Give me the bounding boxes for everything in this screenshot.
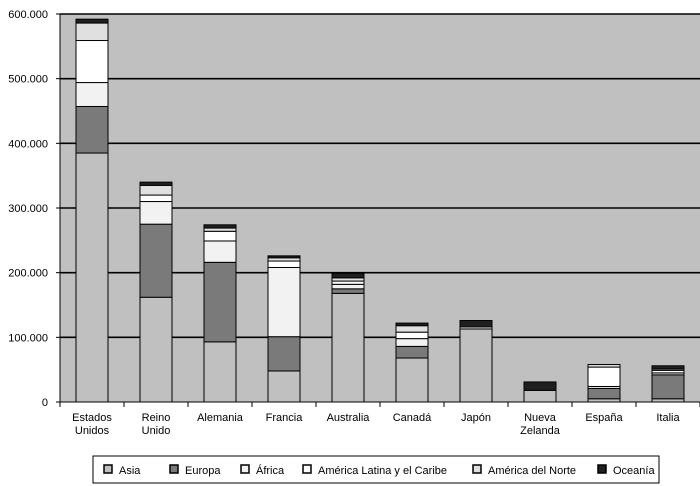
legend-swatch [302, 464, 312, 474]
bar-segment [203, 224, 237, 229]
bar-segment [139, 223, 173, 298]
bar-segment [395, 345, 429, 359]
bar-segment [139, 184, 173, 196]
x-tick-label: Italia [656, 412, 680, 424]
x-tick-label: Nueva Zelanda [520, 412, 561, 437]
legend-box [92, 455, 660, 484]
bar-segment [523, 389, 557, 403]
legend-label: Europa [185, 465, 221, 477]
bar-segment [75, 18, 109, 24]
bar-segment [651, 365, 685, 370]
bar-segment [139, 296, 173, 403]
bar-segment [75, 152, 109, 403]
bar-segment [331, 272, 365, 279]
bar-segment [459, 328, 493, 403]
bar-segment [203, 240, 237, 263]
legend: Asia Europa África América Latina y el Cari… [92, 455, 660, 484]
bar-segment [267, 336, 301, 372]
bar-segment [203, 230, 237, 242]
bar-segment [267, 370, 301, 403]
legend-label: Oceanía [613, 465, 655, 477]
y-tick-label: 0 [42, 397, 48, 409]
bar-segment [75, 40, 109, 84]
y-tick-label: 200.000 [8, 268, 48, 280]
x-tick-label: Canadá [393, 412, 432, 424]
legend-label: América del Norte [488, 465, 576, 477]
bar-segment [587, 366, 621, 387]
bar-segment [203, 341, 237, 403]
y-tick-label: 100.000 [8, 332, 48, 344]
legend-label: África [256, 464, 285, 477]
bar-segment [139, 201, 173, 225]
x-tick-label: Estados Unidos [72, 412, 112, 437]
x-tick-label: Australia [327, 412, 371, 424]
x-axis: Estados Unidos Reino Unido Alemania Francia Au… [59, 401, 700, 437]
x-tick-label: Reino Unido [142, 412, 171, 437]
bar-segment [75, 82, 109, 107]
bar-segment [139, 194, 173, 203]
x-tick-label: Alemania [197, 412, 244, 424]
bar-segment [395, 325, 429, 333]
bar-segment [267, 255, 301, 259]
bar-segment [395, 331, 429, 340]
legend-swatch [103, 464, 113, 474]
bar-segment [267, 266, 301, 338]
x-tick-label: Japón [461, 412, 491, 424]
bar-segment [395, 338, 429, 347]
bar-segment [459, 320, 493, 328]
bar-segment [75, 22, 109, 42]
y-tick-label: 400.000 [8, 138, 48, 150]
bar-segment [267, 260, 301, 268]
x-tick-label: España [585, 412, 623, 424]
legend-label: Asia [119, 465, 141, 477]
legend-swatch [240, 464, 250, 474]
bar-segment [395, 322, 429, 327]
bar-segment [395, 357, 429, 403]
y-tick-label: 600.000 [8, 9, 48, 21]
bars [75, 18, 685, 403]
bar-segment [651, 374, 685, 400]
bar-segment [203, 261, 237, 343]
bar-segment [75, 105, 109, 154]
y-tick-label: 300.000 [8, 203, 48, 215]
bar-segment [587, 363, 621, 368]
bar-segment [587, 387, 621, 400]
bar-segment [331, 288, 365, 294]
legend-swatch [169, 464, 179, 474]
bar-segment [331, 292, 365, 403]
legend-swatch [472, 464, 482, 474]
bar-segment [139, 181, 173, 186]
bar-segment [523, 381, 557, 391]
bar-segment [331, 283, 365, 290]
x-tick-label: Francia [266, 412, 304, 424]
legend-label: América Latina y el Caribe [318, 465, 447, 477]
y-tick-label: 500.000 [8, 74, 48, 86]
y-axis: 0 100.000 200.000 300.000 400.000 500.000 600.… [8, 9, 61, 409]
legend-swatch [597, 464, 607, 474]
